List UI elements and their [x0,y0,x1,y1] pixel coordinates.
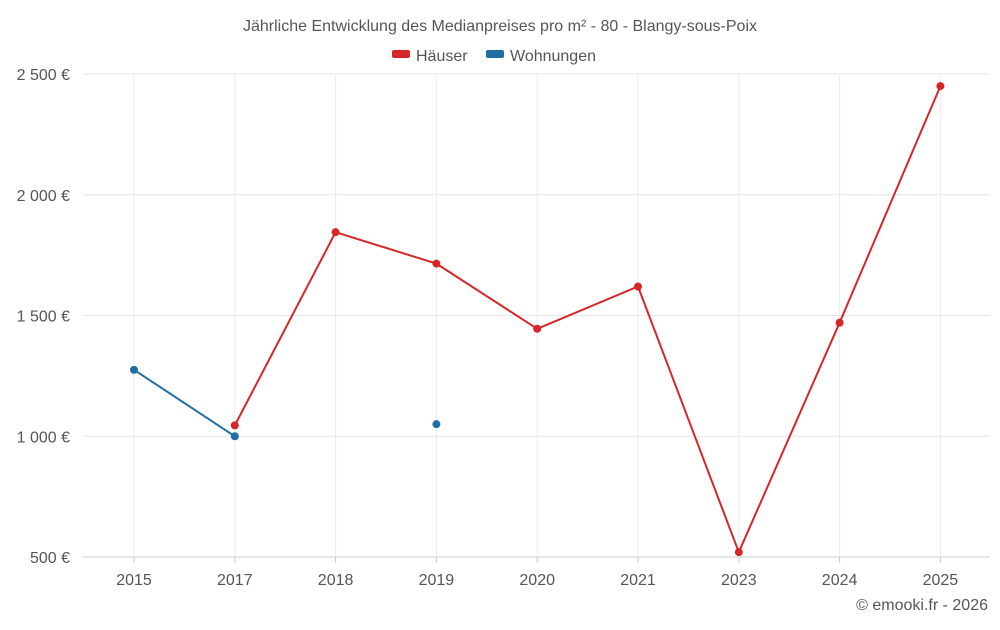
axes: 500 € 1 000 € 1 500 € 2 000 € 2 500 € 2015 201… [17,67,990,589]
data-point-wohnungen-2019[interactable] [432,420,441,429]
x-tick-label: 2019 [419,572,455,589]
legend-swatch-wohnungen [486,50,504,58]
x-tick-label: 2017 [217,572,253,589]
y-tick-label: 2 500 € [17,67,70,84]
y-tick-label: 2 000 € [17,188,70,205]
data-point-haeuser-2023[interactable] [734,548,743,557]
legend-swatch-haeuser [392,50,410,58]
legend-label-wohnungen: Wohnungen [510,48,596,65]
series-line-wohnungen [133,368,236,438]
x-tick-label: 2015 [116,572,152,589]
grid [83,73,990,557]
y-tick-label: 1 000 € [17,429,70,446]
x-tick-label: 2018 [318,572,354,589]
data-point-haeuser-2021[interactable] [634,282,642,291]
data-point-wohnungen-2015[interactable] [130,365,138,374]
series-wohnungen [130,365,441,441]
x-tick-label: 2021 [620,572,656,589]
x-tick-label: 2023 [721,572,757,589]
x-tick-label: 2024 [822,572,858,589]
x-tick-label: 2020 [519,572,555,589]
data-point-haeuser-2019[interactable] [432,259,441,268]
data-point-haeuser-2025[interactable] [936,82,945,91]
data-point-wohnungen-2017[interactable] [230,432,239,441]
data-point-haeuser-2017[interactable] [230,421,239,430]
credit-text: © emooki.fr - 2026 [856,597,988,614]
legend-item-haeuser[interactable]: Häuser [392,48,468,65]
data-point-haeuser-2024[interactable] [835,318,844,327]
series-haeuser [230,82,945,557]
y-tick-label: 1 500 € [17,309,70,326]
y-tick-label: 500 € [30,550,70,567]
chart-title: Jährliche Entwicklung des Medianpreises … [243,18,757,35]
legend-label-haeuser: Häuser [416,48,468,65]
data-point-haeuser-2018[interactable] [331,228,340,237]
data-point-haeuser-2020[interactable] [533,324,542,333]
legend: Häuser Wohnungen [392,48,596,65]
series-line-haeuser [233,85,942,554]
legend-item-wohnungen[interactable]: Wohnungen [486,48,596,65]
series-layer [130,82,945,557]
x-tick-label: 2025 [923,572,959,589]
